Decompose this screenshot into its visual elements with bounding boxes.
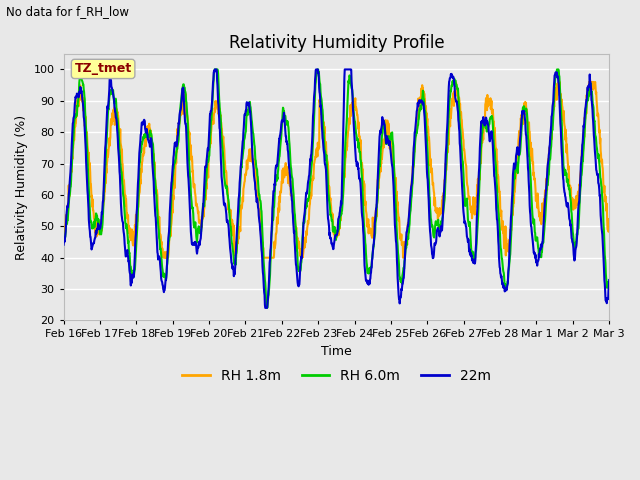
- Title: Relativity Humidity Profile: Relativity Humidity Profile: [228, 34, 444, 52]
- X-axis label: Time: Time: [321, 345, 352, 358]
- Text: No data for f_RH_low: No data for f_RH_low: [6, 5, 129, 18]
- Legend: RH 1.8m, RH 6.0m, 22m: RH 1.8m, RH 6.0m, 22m: [176, 363, 497, 388]
- Text: TZ_tmet: TZ_tmet: [74, 62, 132, 75]
- Y-axis label: Relativity Humidity (%): Relativity Humidity (%): [15, 115, 28, 260]
